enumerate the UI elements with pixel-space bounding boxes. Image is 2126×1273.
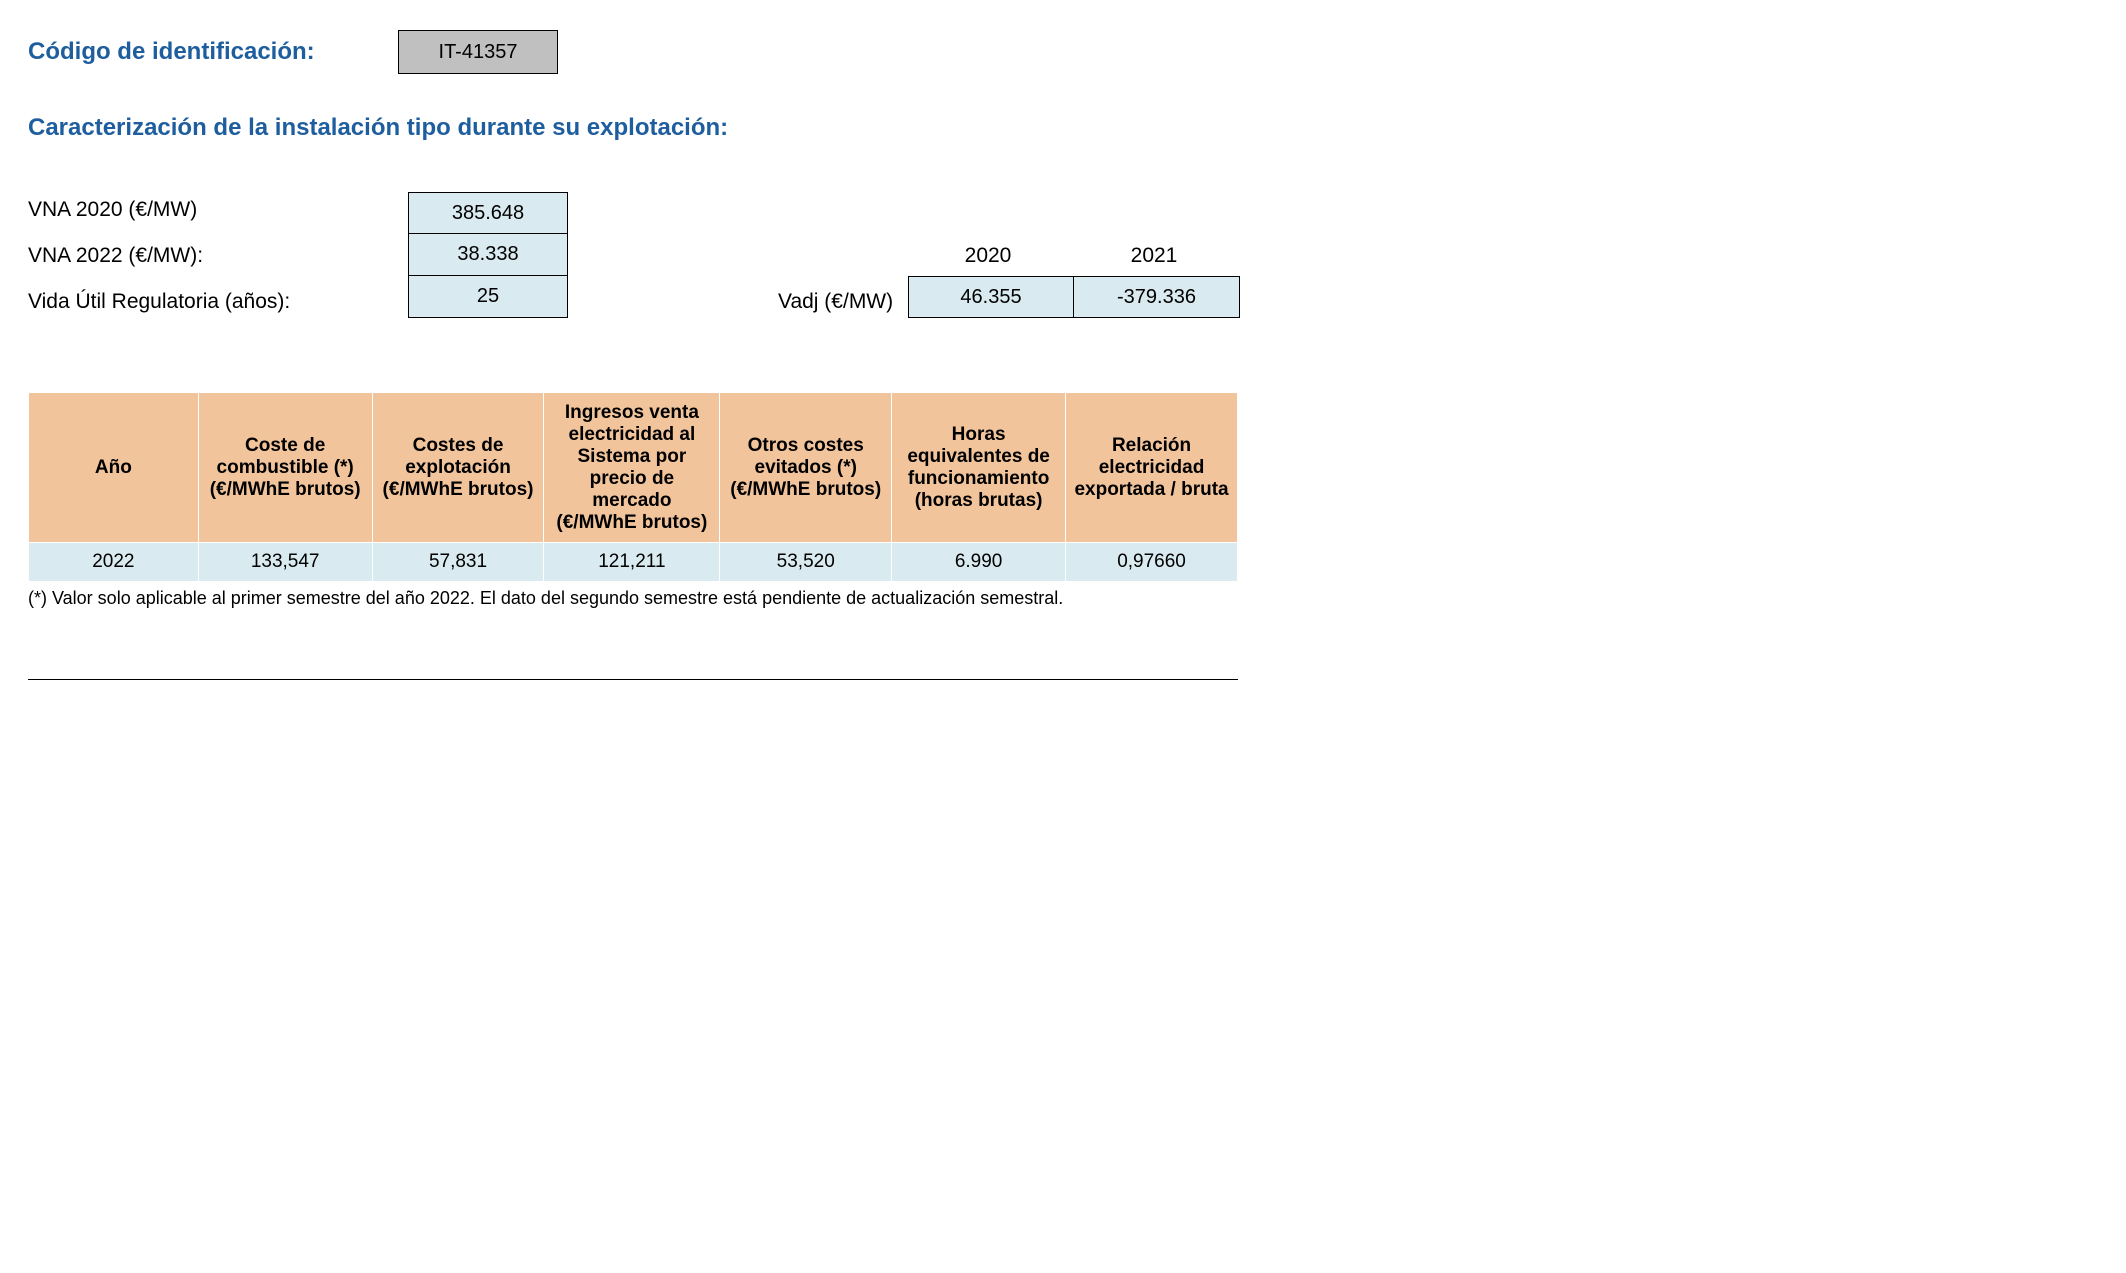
vida-label: Vida Útil Regulatoria (años):	[28, 290, 290, 314]
td-explotacion: 57,831	[372, 543, 544, 582]
divider	[28, 679, 1238, 680]
th-ano: Año	[29, 393, 199, 543]
footnote: (*) Valor solo aplicable al primer semes…	[28, 588, 2098, 609]
vadj-label: Vadj (€/MW)	[778, 290, 893, 314]
td-ingresos: 121,211	[544, 543, 720, 582]
th-combustible: Coste de combustible (*) (€/MWhE brutos)	[198, 393, 372, 543]
td-horas: 6.990	[892, 543, 1066, 582]
id-value-box: IT-41357	[398, 30, 558, 74]
vadj-year-2020: 2020	[908, 244, 1068, 268]
th-explotacion: Costes de explotación (€/MWhE brutos)	[372, 393, 544, 543]
vna2020-value: 385.648	[408, 192, 568, 234]
td-combustible: 133,547	[198, 543, 372, 582]
th-horas: Horas equivalentes de funcionamiento (ho…	[892, 393, 1066, 543]
table-header-row: Año Coste de combustible (*) (€/MWhE bru…	[29, 393, 1238, 543]
vida-value: 25	[408, 276, 568, 318]
td-otros: 53,520	[720, 543, 892, 582]
vna2022-label: VNA 2022 (€/MW):	[28, 244, 203, 268]
vadj-value-2020: 46.355	[908, 276, 1074, 318]
main-table: Año Coste de combustible (*) (€/MWhE bru…	[28, 392, 1238, 582]
id-label: Código de identificación:	[28, 38, 398, 66]
th-ingresos: Ingresos venta electricidad al Sistema p…	[544, 393, 720, 543]
th-relacion: Relación electricidad exportada / bruta	[1066, 393, 1238, 543]
th-otros: Otros costes evitados (*) (€/MWhE brutos…	[720, 393, 892, 543]
section-title: Caracterización de la instalación tipo d…	[28, 114, 2098, 142]
vna2020-label: VNA 2020 (€/MW)	[28, 198, 197, 222]
vadj-value-2021: -379.336	[1074, 276, 1240, 318]
td-ano: 2022	[29, 543, 199, 582]
td-relacion: 0,97660	[1066, 543, 1238, 582]
params-block: VNA 2020 (€/MW) 385.648 VNA 2022 (€/MW):…	[28, 192, 2098, 372]
vadj-year-2021: 2021	[1074, 244, 1234, 268]
vna2022-value: 38.338	[408, 234, 568, 276]
table-row: 2022 133,547 57,831 121,211 53,520 6.990…	[29, 543, 1238, 582]
